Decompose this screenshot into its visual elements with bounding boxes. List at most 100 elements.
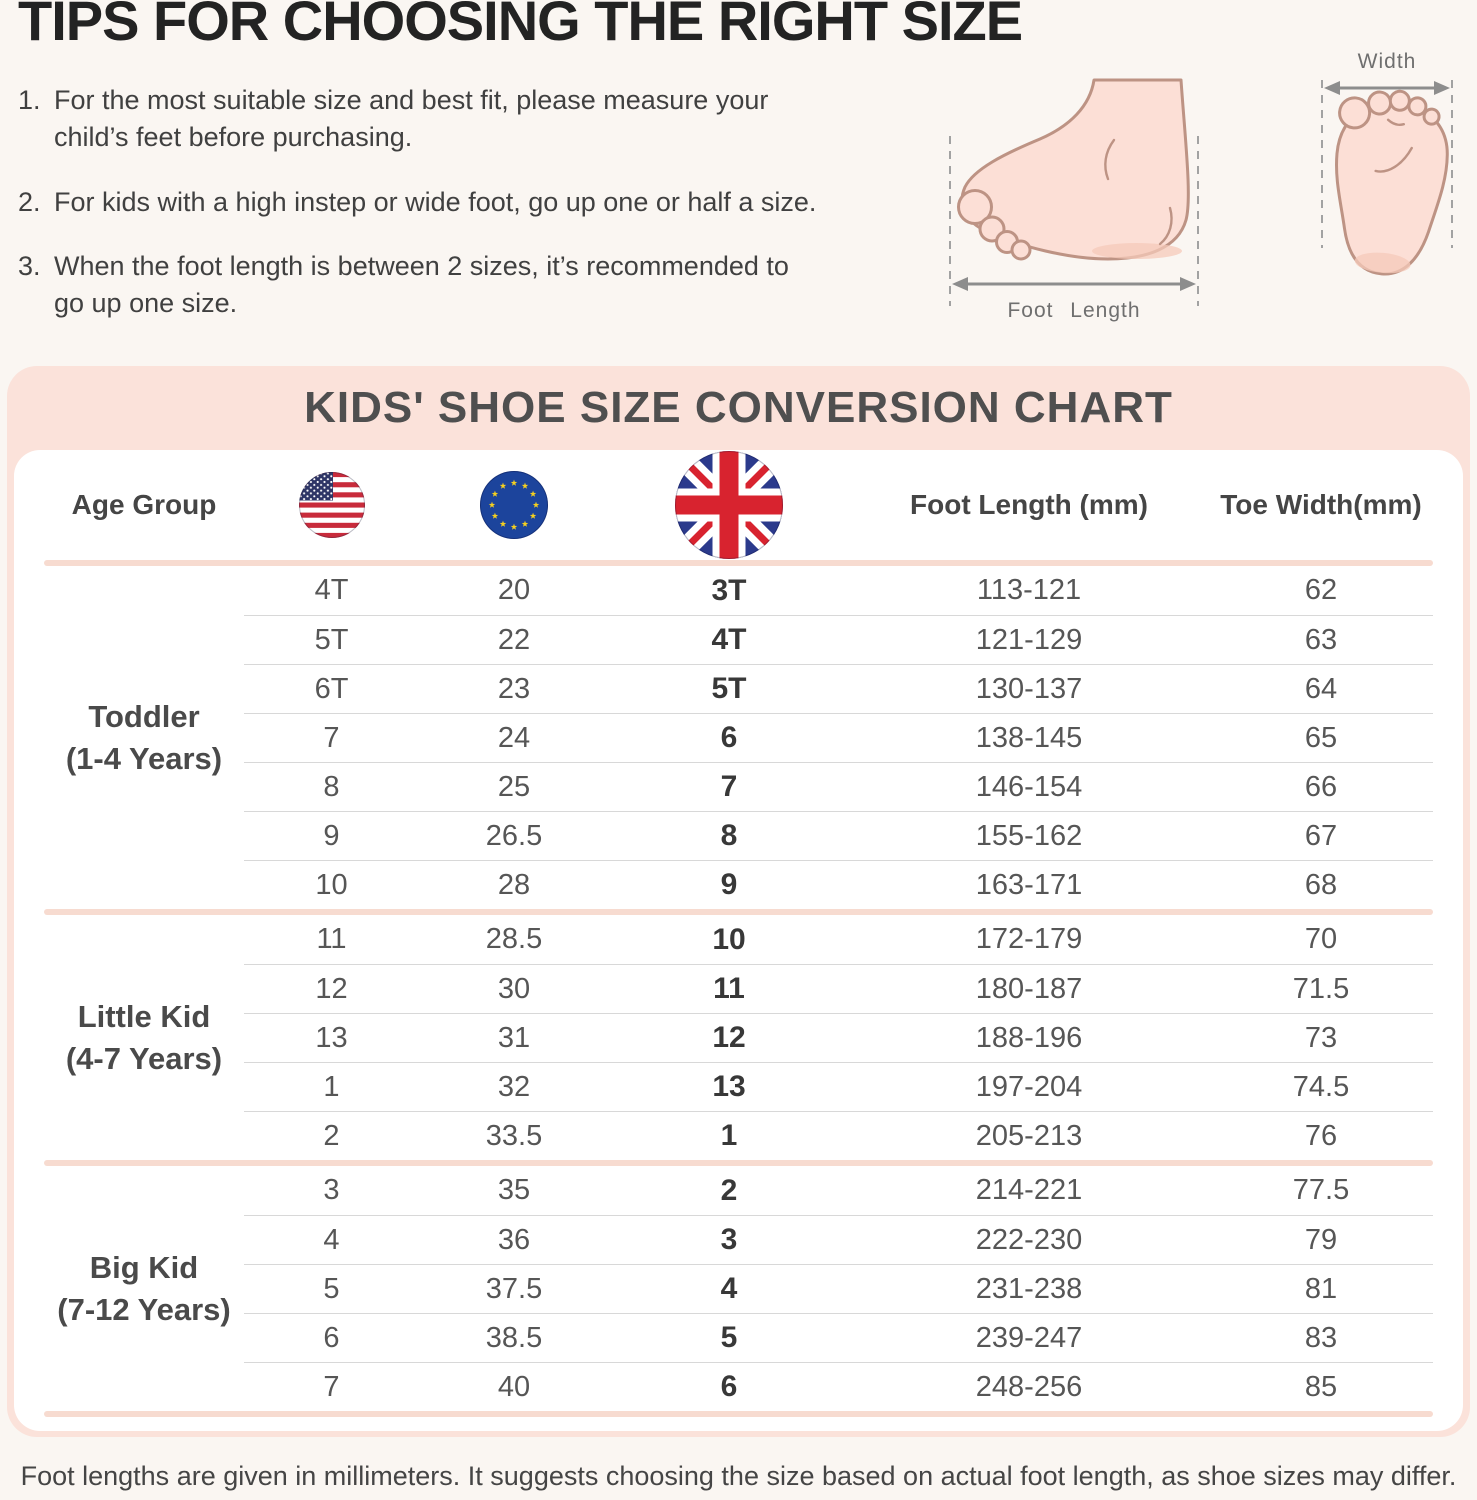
toe-width-cell: 65 [1209, 713, 1433, 762]
foot-length-cell: 222-230 [849, 1215, 1209, 1264]
foot-length-cell: 121-129 [849, 615, 1209, 664]
foot-length-cell: 155-162 [849, 811, 1209, 860]
toe-width-cell: 79 [1209, 1215, 1433, 1264]
uk-size-cell: 12 [609, 1013, 849, 1062]
foot-length-cell: 239-247 [849, 1313, 1209, 1362]
eu-size-cell: 36 [419, 1215, 609, 1264]
toe-width-cell: 73 [1209, 1013, 1433, 1062]
width-arrow-icon [1324, 81, 1450, 95]
eu-size-cell: 25 [419, 762, 609, 811]
us-size-cell: 7 [244, 1362, 419, 1411]
table-body: Toddler (1-4 Years) 4T 20 3T 113-121 62 5T 22 4T 1… [44, 566, 1433, 1417]
tips-section: TIPS FOR CHOOSING THE RIGHT SIZE 1. For … [0, 0, 1477, 366]
toe-width-cell: 68 [1209, 860, 1433, 909]
tip-item-2: 2. For kids with a high instep or wide f… [18, 184, 963, 221]
header-divider [44, 560, 1433, 566]
toe-width-cell: 67 [1209, 811, 1433, 860]
toe-width-cell: 71.5 [1209, 964, 1433, 1013]
foot-length-cell: 113-121 [976, 574, 1082, 606]
section-divider [44, 909, 1433, 915]
age-group-label: Little Kid (4-7 Years) [65, 998, 223, 1076]
tip-number: 2. [18, 186, 41, 217]
eu-size-cell: 31 [419, 1013, 609, 1062]
uk-size-cell: 13 [609, 1062, 849, 1111]
uk-size-cell: 7 [609, 762, 849, 811]
tip-text: For the most suitable size and best fit,… [54, 85, 769, 153]
foot-length-cell: 163-171 [849, 860, 1209, 909]
us-size-cell: 8 [244, 762, 419, 811]
foot-length-cell: 130-137 [849, 664, 1209, 713]
toe-width-cell: 62 [1304, 574, 1338, 606]
uk-size-cell: 11 [609, 964, 849, 1013]
tip-item-1: 1. For the most suitable size and best f… [18, 82, 963, 157]
uk-size-cell: 8 [609, 811, 849, 860]
page-title: TIPS FOR CHOOSING THE RIGHT SIZE [18, 0, 1023, 52]
eu-size-cell: 20 [497, 574, 531, 606]
uk-size-cell: 3 [609, 1215, 849, 1264]
us-size-cell: 6 [244, 1313, 419, 1362]
us-size-cell: 1 [244, 1062, 419, 1111]
foot-length-cell: 197-204 [849, 1062, 1209, 1111]
eu-size-cell: 38.5 [419, 1313, 609, 1362]
chart-title: KIDS' SHOE SIZE CONVERSION CHART [304, 383, 1173, 432]
foot-length-cell: 180-187 [849, 964, 1209, 1013]
us-size-cell: 9 [244, 811, 419, 860]
age-group-section: Big Kid (7-12 Years) 3 35 2 214-221 77.5 4 36 3 22… [44, 1166, 1433, 1411]
foot-length-cell: 214-221 [975, 1174, 1083, 1206]
tip-text: For kids with a high instep or wide foot… [54, 186, 817, 217]
age-group-label: Big Kid (7-12 Years) [57, 1249, 231, 1327]
tip-number: 1. [18, 85, 41, 115]
uk-size-cell: 6 [609, 1362, 849, 1411]
us-size-cell: 7 [244, 713, 419, 762]
us-size-cell: 10 [244, 860, 419, 909]
foot-length-diagram: Foot Length [949, 78, 1199, 322]
foot-length-cell: 172-179 [975, 923, 1083, 955]
eu-size-cell: 23 [419, 664, 609, 713]
eu-size-cell: 24 [419, 713, 609, 762]
chart-panel: Age Group [14, 450, 1463, 1431]
toe-width-cell: 77.5 [1292, 1174, 1350, 1206]
uk-size-cell: 9 [609, 860, 849, 909]
uk-size-cell: 1 [609, 1111, 849, 1160]
column-header-us [244, 450, 419, 560]
foot-length-cell: 138-145 [849, 713, 1209, 762]
uk-flag-icon [675, 451, 783, 559]
uk-size-cell: 10 [712, 922, 746, 956]
column-header-age-group: Age Group [71, 489, 217, 520]
eu-size-cell: 26.5 [419, 811, 609, 860]
age-group-section: Little Kid (4-7 Years) 11 28.5 10 172-179 70 12… [44, 915, 1433, 1160]
tip-text: When the foot length is between 2 sizes,… [54, 250, 789, 318]
us-size-cell: 13 [244, 1013, 419, 1062]
age-group-section: Toddler (1-4 Years) 4T 20 3T 113-121 62 5T 22 4T 1… [44, 566, 1433, 909]
column-header-toe-width: Toe Width(mm) [1220, 489, 1422, 520]
eu-size-cell: 28 [419, 860, 609, 909]
section-divider [44, 1160, 1433, 1166]
us-size-cell: 2 [244, 1111, 419, 1160]
side-foot-illustration [957, 78, 1190, 261]
us-size-cell: 3 [323, 1174, 340, 1206]
uk-size-cell: 4T [609, 615, 849, 664]
us-size-cell: 12 [244, 964, 419, 1013]
foot-length-cell: 146-154 [849, 762, 1209, 811]
foot-width-diagram: Width [1321, 50, 1453, 276]
eu-size-cell: 33.5 [419, 1111, 609, 1160]
toe-width-cell: 70 [1304, 923, 1338, 955]
uk-size-cell: 5 [609, 1313, 849, 1362]
us-size-cell: 4 [244, 1215, 419, 1264]
uk-size-cell: 2 [720, 1173, 738, 1207]
column-header-eu [419, 450, 609, 560]
us-flag-icon [298, 472, 365, 538]
uk-size-cell: 4 [609, 1264, 849, 1313]
width-label: Width [1358, 50, 1417, 73]
tips-list: 1. For the most suitable size and best f… [18, 82, 963, 322]
toe-width-cell: 63 [1209, 615, 1433, 664]
foot-length-cell: 205-213 [849, 1111, 1209, 1160]
size-conversion-chart: KIDS' SHOE SIZE CONVERSION CHART Age Gro… [7, 366, 1470, 1437]
eu-flag-icon [480, 471, 548, 539]
eu-size-cell: 30 [419, 964, 609, 1013]
foot-length-cell: 188-196 [849, 1013, 1209, 1062]
foot-length-cell: 248-256 [849, 1362, 1209, 1411]
table-header-row: Age Group [44, 450, 1433, 560]
us-size-cell: 4T [314, 574, 349, 606]
uk-size-cell: 3T [711, 573, 747, 607]
